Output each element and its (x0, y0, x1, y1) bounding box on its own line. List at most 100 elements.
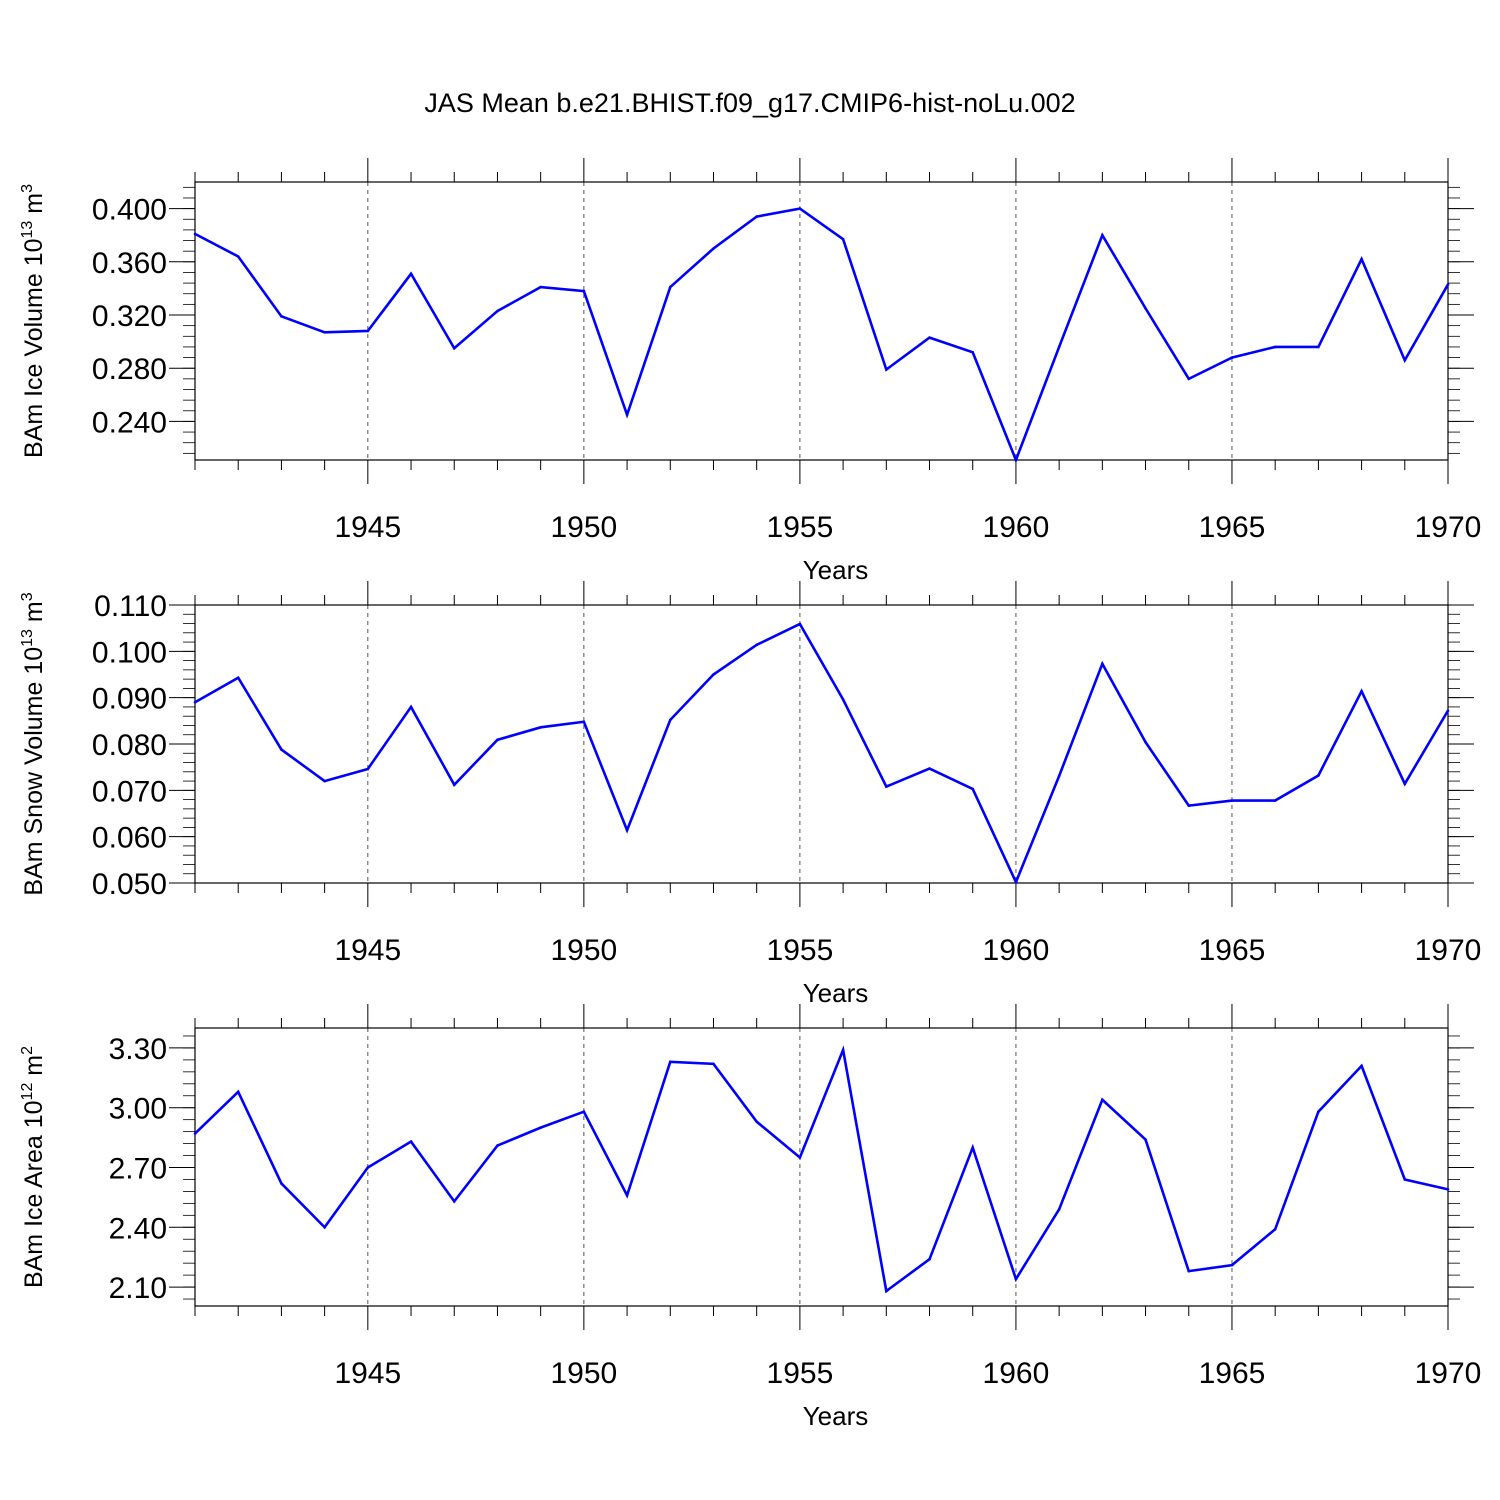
x-axis-label: Years (803, 1401, 869, 1431)
data-point (668, 285, 672, 289)
data-point (1101, 1098, 1104, 1102)
panel-ice-area: 2.10 2.40 2.70 3.00 3.30 1945 1950 1955 1960 1965… (19, 1004, 1481, 1431)
data-point (582, 289, 586, 293)
data-point (1101, 233, 1104, 237)
data-point (236, 255, 240, 258)
panel-ice-volume: 0.240 0.280 0.320 0.360 0.400 1945 1950 1955 196… (19, 158, 1481, 585)
data-point (452, 346, 456, 350)
data-point (1273, 345, 1277, 349)
data-point (1101, 662, 1104, 666)
panel-snow-volume: 0.050 0.060 0.070 0.080 0.090 0.100 0.110 1945 1… (19, 581, 1481, 1008)
data-point (971, 350, 975, 354)
data-point (625, 413, 629, 417)
y-tick-label: 0.280 (92, 353, 167, 386)
data-point (928, 767, 931, 770)
data-point (798, 207, 802, 210)
data-point (625, 828, 629, 832)
data-point (236, 1090, 240, 1094)
data-point (1014, 880, 1018, 884)
x-tick-label: 1945 (334, 1357, 401, 1390)
data-point (1230, 799, 1234, 802)
data-point (539, 726, 542, 729)
data-point (280, 748, 283, 751)
x-tick-label: 1950 (550, 934, 617, 967)
data-point (625, 1194, 629, 1197)
x-axis-label: Years (803, 555, 869, 585)
y-axis-label: BAm Snow Volume 1013 m3 (19, 592, 48, 895)
data-point (885, 1289, 888, 1293)
data-point (1446, 709, 1450, 712)
data-point (582, 1110, 586, 1113)
data-point (409, 705, 413, 709)
data-point (323, 331, 326, 334)
y-tick-label: 0.320 (92, 300, 167, 333)
data-point (409, 272, 413, 276)
y-tick-label: 0.110 (94, 590, 167, 623)
y-tick-label: 3.00 (109, 1093, 167, 1126)
plot-frame (194, 1027, 1449, 1307)
data-point (280, 1182, 283, 1185)
chart-title: JAS Mean b.e21.BHIST.f09_g17.CMIP6-hist-… (424, 88, 1076, 118)
data-point (323, 779, 326, 783)
data-point (1317, 345, 1320, 349)
data-point (366, 1166, 370, 1169)
data-point (798, 1156, 802, 1159)
data-point (1144, 740, 1147, 744)
data-point (1273, 799, 1277, 802)
data-point (1317, 1110, 1320, 1113)
x-tick-label: 1960 (983, 934, 1050, 967)
data-point (496, 738, 499, 742)
x-tick-label: 1950 (550, 511, 617, 544)
y-tick-label: 0.100 (92, 636, 167, 669)
y-tick-label: 3.30 (109, 1033, 167, 1066)
x-tick-label: 1965 (1199, 934, 1266, 967)
data-point (1446, 283, 1450, 286)
data-point (1230, 1263, 1234, 1267)
data-point (928, 1257, 931, 1261)
data-point (885, 785, 888, 788)
data-point (366, 329, 370, 333)
y-tick-label: 2.10 (109, 1272, 167, 1305)
x-tick-label: 1955 (767, 934, 834, 967)
x-tick-label: 1960 (983, 511, 1050, 544)
data-point (755, 1120, 758, 1123)
data-point (1403, 358, 1407, 362)
data-point (323, 1225, 326, 1229)
data-point (1273, 1227, 1277, 1231)
x-tick-label: 1945 (334, 934, 401, 967)
y-tick-label: 0.070 (92, 775, 167, 808)
data-point (280, 315, 283, 318)
data-point (668, 718, 672, 722)
data-point (841, 1048, 845, 1052)
x-tick-label: 1970 (1415, 1357, 1482, 1390)
data-point (928, 336, 931, 339)
x-tick-label: 1955 (767, 1357, 834, 1390)
data-point (755, 643, 758, 647)
plot-frame (194, 604, 1449, 884)
data-point (193, 701, 197, 704)
y-tick-label: 0.090 (92, 683, 167, 716)
data-point (1057, 345, 1061, 349)
data-point (582, 720, 586, 724)
data-point (366, 767, 370, 771)
data-point (539, 1126, 542, 1129)
data-point (496, 1144, 499, 1147)
y-tick-label: 2.70 (109, 1152, 167, 1185)
data-point (712, 247, 715, 250)
data-point (712, 1062, 715, 1066)
data-point (496, 309, 499, 313)
series-line-ice-volume (194, 207, 1450, 464)
data-point (971, 1146, 975, 1149)
data-point (452, 1200, 456, 1203)
y-tick-label: 0.400 (92, 194, 167, 227)
data-point (971, 787, 975, 791)
x-tick-label: 1955 (767, 511, 834, 544)
data-point (1360, 257, 1363, 261)
data-point (1057, 774, 1061, 778)
data-point (1230, 356, 1234, 359)
data-point (1187, 377, 1191, 381)
data-point (236, 676, 240, 680)
x-tick-label: 1965 (1199, 511, 1266, 544)
plot-frame (194, 181, 1449, 461)
data-point (1014, 458, 1018, 462)
